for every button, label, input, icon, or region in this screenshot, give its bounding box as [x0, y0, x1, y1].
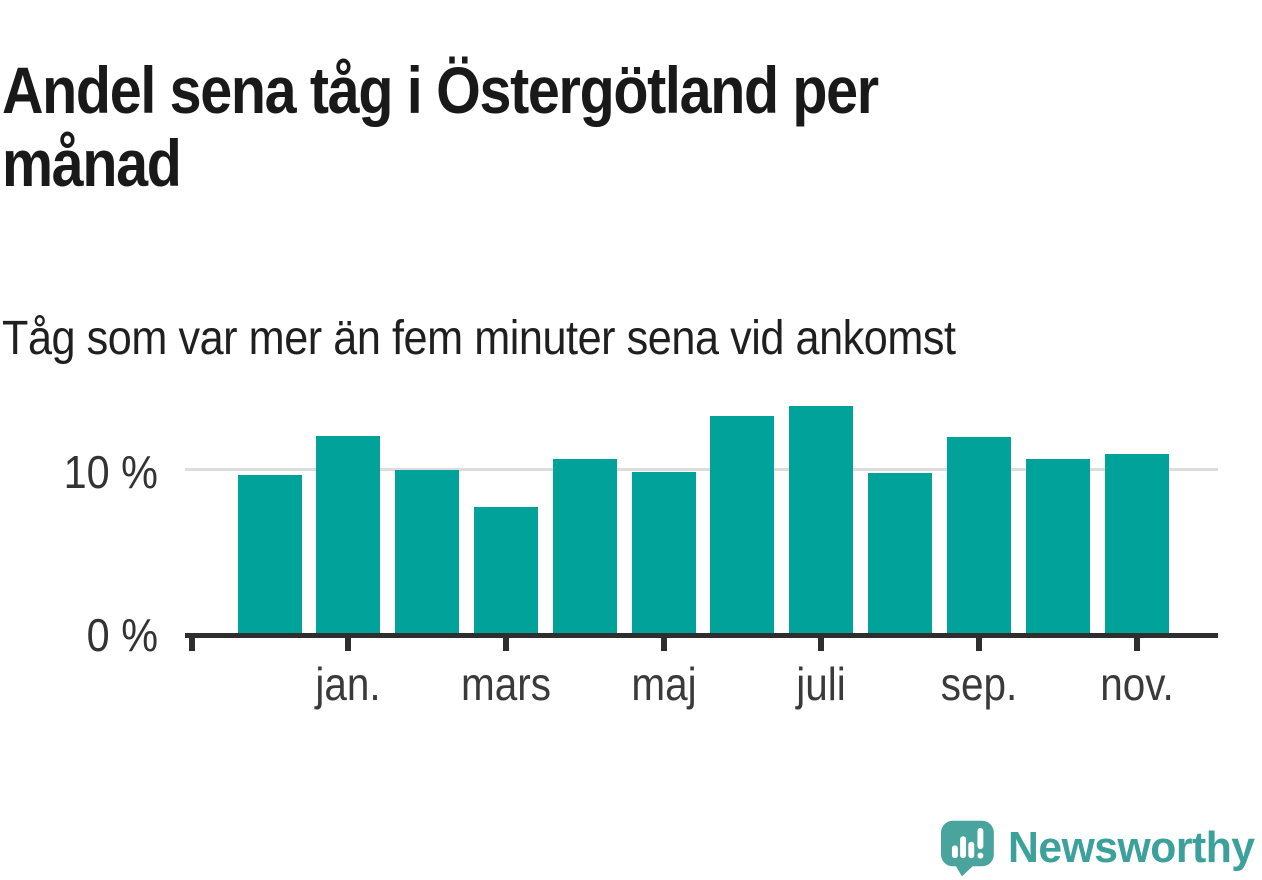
- x-axis-line: [185, 633, 1218, 638]
- chart-title: Andel sena tåg i Östergötland per månad: [2, 54, 1081, 200]
- x-label-maj: maj: [630, 658, 697, 710]
- bar-jun.: [710, 416, 775, 633]
- x-label-jan.: jan.: [315, 658, 381, 710]
- x-tick-nov.: [1133, 638, 1140, 651]
- newsworthy-logo-icon: [941, 820, 994, 877]
- bar-mars: [473, 507, 538, 633]
- x-tick-sep.: [975, 638, 982, 651]
- bar-feb.: [395, 470, 460, 633]
- gridline-10-percent: [185, 468, 1218, 471]
- x-label-juli: juli: [796, 658, 846, 710]
- x-tick-juli: [818, 638, 825, 651]
- x-tick-jan.: [345, 638, 352, 651]
- bar-aug.: [868, 473, 933, 633]
- chart-subtitle: Tåg som var mer än fem minuter sena vid …: [2, 312, 956, 365]
- y-label-10-percent: 10 %: [63, 446, 158, 498]
- bar-dec.: [237, 474, 302, 633]
- newsworthy-brand: Newsworthy: [941, 816, 1262, 879]
- x-axis-start-tick: [189, 638, 195, 651]
- x-tick-maj: [660, 638, 667, 651]
- bar-okt.: [1025, 458, 1090, 633]
- y-label-0-percent: 0 %: [86, 609, 158, 661]
- chart-title-line2: månad: [2, 126, 182, 201]
- bar-jan.: [316, 435, 381, 633]
- x-label-mars: mars: [460, 658, 551, 710]
- bar-apr.: [552, 458, 617, 633]
- bar-maj: [631, 471, 696, 633]
- bar-sep.: [946, 437, 1011, 633]
- x-label-sep.: sep.: [940, 658, 1018, 710]
- x-tick-mars: [502, 638, 509, 651]
- x-label-nov.: nov.: [1099, 658, 1174, 710]
- bar-nov.: [1104, 453, 1169, 633]
- bar-juli: [789, 406, 854, 633]
- newsworthy-wordmark: Newsworthy: [1007, 823, 1255, 872]
- chart-title-line1: Andel sena tåg i Östergötland per: [2, 53, 879, 128]
